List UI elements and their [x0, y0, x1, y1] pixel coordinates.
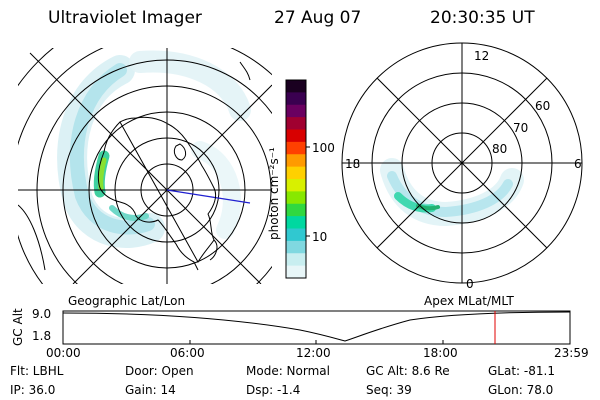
dsp-value: Dsp: -1.4 — [246, 383, 301, 397]
colorbar-band — [286, 216, 306, 230]
geographic-caption: Geographic Lat/Lon — [68, 294, 186, 308]
coastline-detail-2 — [209, 239, 218, 261]
colorbar-band — [286, 166, 306, 180]
colorbar-unit-label: photon cm⁻²s⁻¹ — [267, 147, 281, 240]
header-time: 20:30:35 UT — [430, 8, 535, 28]
xtick-1800: 18:00 — [423, 346, 458, 360]
colorbar-band — [286, 104, 306, 118]
altitude-ylabel: GC Alt — [11, 308, 25, 346]
aurora-oval-geographic — [57, 50, 251, 248]
filter-value: Flt: LBHL — [10, 364, 64, 378]
colorbar-band — [286, 203, 306, 217]
door-value: Door: Open — [125, 364, 194, 378]
altitude-ytick-bottom: 1.8 — [32, 329, 51, 343]
colorbar-band — [286, 80, 306, 93]
landmass-fragment-2 — [239, 61, 251, 81]
app-title: Ultraviolet Imager — [48, 8, 202, 28]
colorbar-band — [286, 154, 306, 168]
mlat-label-60: 60 — [535, 99, 550, 113]
xtick-1200: 12:00 — [296, 346, 331, 360]
mlt-label-12: 12 — [474, 49, 489, 63]
colorbar-label-100: 100 — [312, 141, 335, 155]
glat-value: GLat: -81.1 — [488, 364, 555, 378]
colorbar-frame — [285, 79, 307, 279]
landmass-fragment — [18, 204, 46, 271]
altitude-ytick-top: 9.0 — [32, 307, 51, 321]
colorbar-band — [286, 191, 306, 205]
mlt-label-18: 18 — [345, 157, 360, 171]
meridian-lines — [18, 48, 272, 284]
coastline-detail — [173, 143, 187, 161]
glon-value: GLon: 78.0 — [488, 383, 554, 397]
mlt-label-0: 0 — [466, 277, 474, 291]
xtick-0600: 06:00 — [170, 346, 205, 360]
xtick-2359: 23:59 — [554, 346, 589, 360]
aurora-oval-magnetic — [380, 158, 524, 227]
colorbar-label-10: 10 — [312, 230, 327, 244]
colorbar-band — [286, 117, 306, 131]
intensity-colorbar — [286, 80, 306, 279]
colorbar-band — [286, 141, 306, 155]
colorbar-band — [286, 253, 306, 267]
colorbar-band — [286, 265, 306, 279]
mlat-label-70: 70 — [513, 121, 528, 135]
xtick-0000: 00:00 — [46, 346, 81, 360]
mlt-label-6: 6 — [574, 157, 582, 171]
colorbar-band — [286, 129, 306, 143]
seq-value: Seq: 39 — [366, 383, 412, 397]
altitude-xticks — [62, 340, 571, 344]
header-date: 27 Aug 07 — [274, 8, 362, 28]
colorbar-band — [286, 179, 306, 192]
mlat-label-80: 80 — [492, 142, 507, 156]
antarctica-coastline — [97, 116, 217, 271]
magnetic-caption: Apex MLat/MLT — [424, 294, 514, 308]
mode-value: Mode: Normal — [246, 364, 330, 378]
magnetic-polar-plot: 12 0 18 6 60 70 80 — [341, 42, 583, 291]
ip-value: IP: 36.0 — [10, 383, 56, 397]
colorbar-band — [286, 92, 306, 106]
gc-alt-value: GC Alt: 8.6 Re — [366, 364, 450, 378]
altitude-plot-frame — [62, 310, 571, 345]
colorbar-band — [286, 240, 306, 254]
gain-value: Gain: 14 — [125, 383, 176, 397]
midnight-meridian-line — [166, 189, 251, 204]
mlt-lines — [342, 43, 582, 283]
altitude-curve — [62, 311, 571, 342]
geographic-map — [18, 48, 272, 284]
colorbar-band — [286, 228, 306, 242]
